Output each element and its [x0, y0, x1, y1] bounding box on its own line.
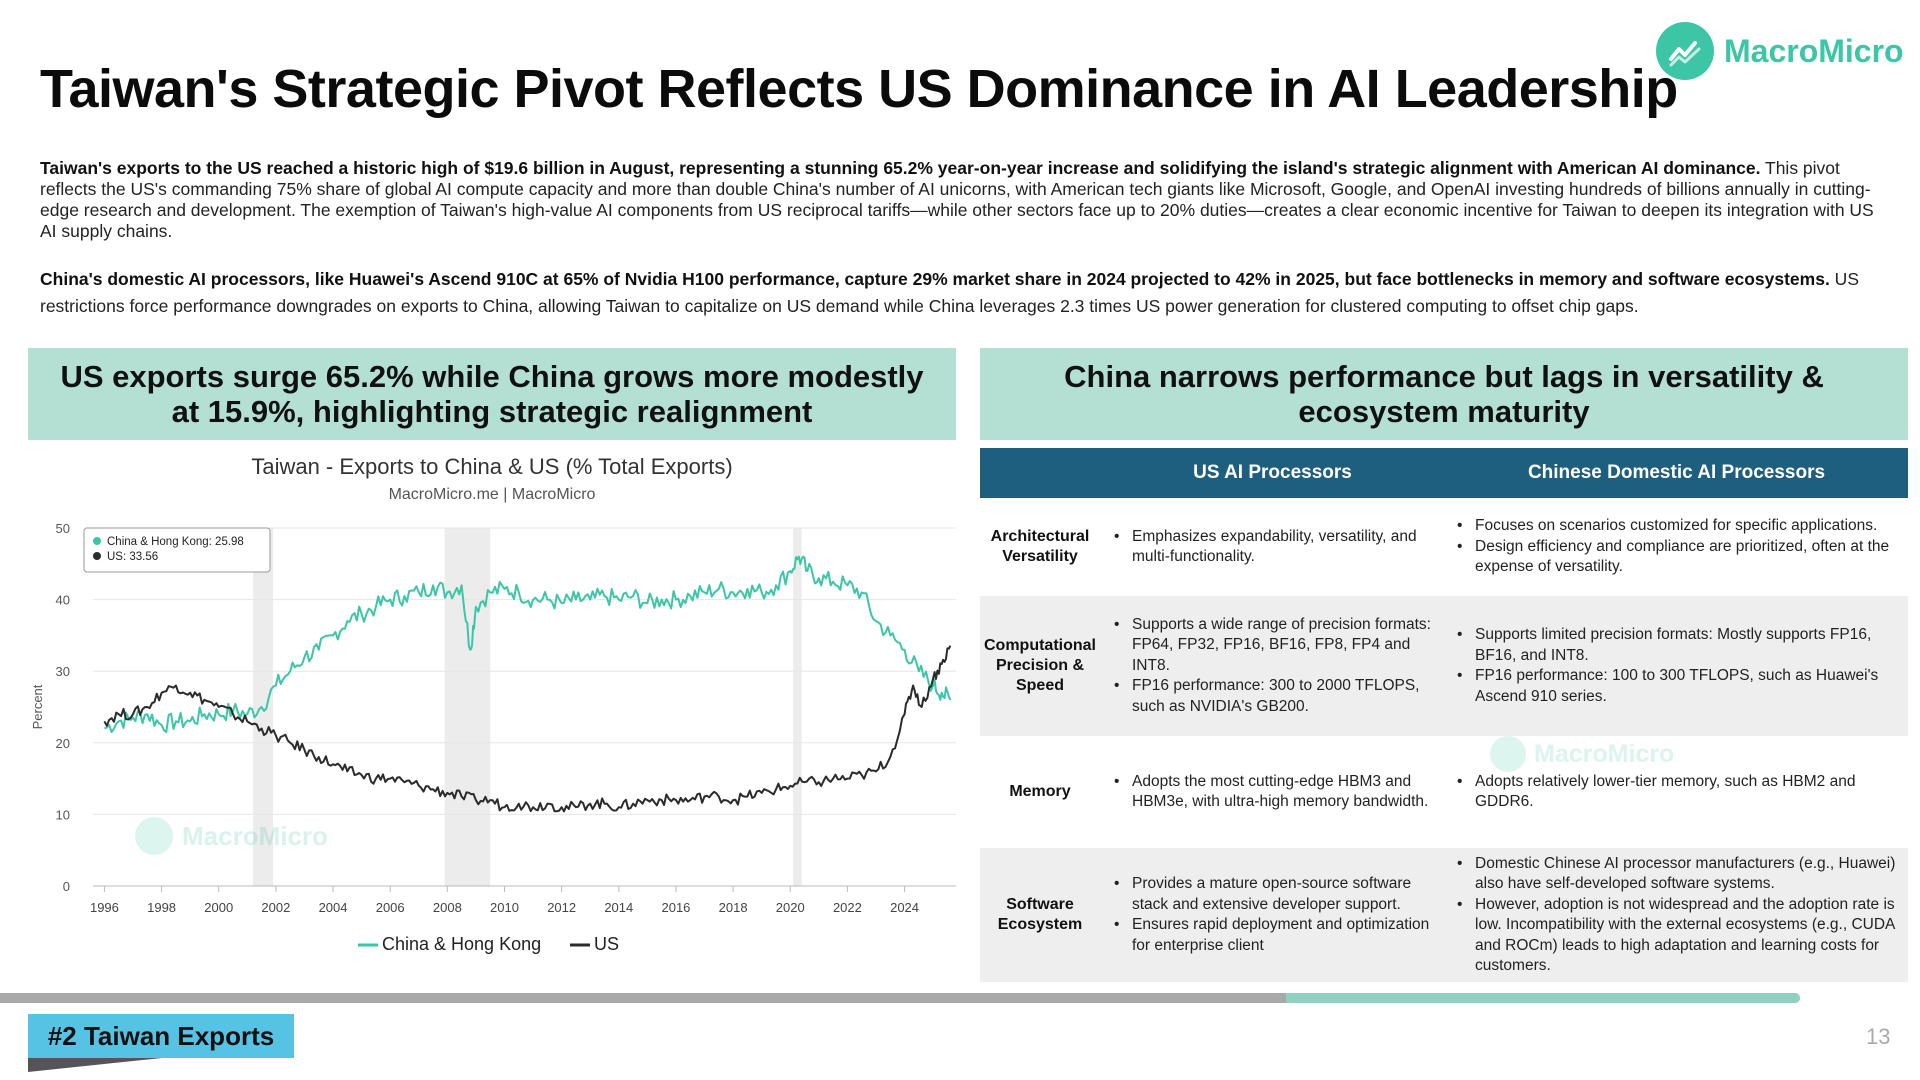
x-tick-label: 2012	[547, 900, 576, 915]
slide-progress-bar	[0, 993, 1800, 1003]
slide-progress-fill	[1286, 993, 1800, 1003]
chart-title: Taiwan - Exports to China & US (% Total …	[251, 454, 733, 479]
list-item: Provides a mature open-source software s…	[1110, 874, 1445, 915]
row-label: Computational Precision & Speed	[984, 637, 1096, 694]
intro-bold-text: Taiwan's exports to the US reached a his…	[40, 158, 1761, 178]
processor-comparison-table: US AI Processors Chinese Domestic AI Pro…	[980, 448, 1908, 982]
row-label: Architectural Versatility	[990, 528, 1090, 565]
tooltip-dot	[93, 537, 101, 545]
page-title: Taiwan's Strategic Pivot Reflects US Dom…	[40, 59, 1678, 119]
y-tick-label: 0	[63, 879, 70, 894]
list-item: Supports a wide range of precision forma…	[1110, 615, 1445, 677]
header-china: Chinese Domestic AI Processors	[1527, 462, 1826, 483]
chart-watermark: MacroMicro	[182, 821, 328, 851]
recession-band	[253, 528, 274, 886]
y-tick-label: 30	[56, 664, 70, 679]
chart-trend-icon	[1656, 22, 1714, 80]
tooltip-line: China & Hong Kong: 25.98	[107, 536, 244, 548]
legend-label: US	[594, 934, 619, 954]
series-line-china-hk	[104, 555, 952, 734]
recession-band	[444, 528, 491, 886]
row-label: Memory	[1009, 783, 1071, 800]
brand-name: MacroMicro	[1724, 32, 1904, 69]
chart-canvas: 0 10 20 30 40 50 1996 1998 2000 2002 2004 2006 2008 2…	[30, 521, 956, 954]
legend-label: China & Hong Kong	[382, 934, 541, 954]
left-banner: US exports surge 65.2% while China grows…	[28, 348, 956, 440]
table-header: US AI Processors Chinese Domestic AI Pro…	[980, 448, 1908, 498]
series-line-us	[103, 645, 952, 813]
table-watermark: MacroMicro	[1490, 736, 1674, 772]
tooltip-box	[83, 527, 271, 573]
exports-chart: Taiwan - Exports to China & US (% Total …	[28, 448, 956, 978]
x-tick-label: 2022	[833, 900, 862, 915]
china-paragraph: China's domestic AI processors, like Hua…	[40, 266, 1892, 320]
y-axis-label: Percent	[30, 684, 45, 729]
table-row: Memory Adopts the most cutting-edge HBM3…	[980, 742, 1908, 842]
china-bold-text: China's domestic AI processors, like Hua…	[40, 269, 1830, 289]
table-row: Architectural Versatility Emphasizes exp…	[980, 504, 1908, 590]
tooltip-line: US: 33.56	[107, 551, 158, 563]
list-item: Ensures rapid deployment and optimizatio…	[1110, 915, 1445, 956]
tag-shadow	[28, 1058, 162, 1072]
x-tick-label: 1998	[147, 900, 176, 915]
right-banner: China narrows performance but lags in ve…	[980, 348, 1908, 440]
x-tick-label: 2024	[890, 900, 919, 915]
x-tick-label: 2000	[204, 900, 233, 915]
x-tick-label: 2016	[661, 900, 690, 915]
list-item: Adopts the most cutting-edge HBM3 and HB…	[1110, 772, 1445, 813]
brand-logo: MacroMicro	[1656, 22, 1904, 80]
y-tick-label: 40	[56, 593, 70, 608]
list-item: However, adoption is not widespread and …	[1453, 895, 1908, 977]
x-tick-label: 2002	[261, 900, 290, 915]
section-tag: #2 Taiwan Exports	[28, 1014, 294, 1058]
x-tick-label: 2020	[776, 900, 805, 915]
x-tick-label: 2008	[433, 900, 462, 915]
table-row: Computational Precision & Speed Supports…	[980, 596, 1908, 736]
recession-band	[793, 528, 802, 886]
x-tick-label: 2004	[319, 900, 348, 915]
china-text: US restrictions force performance downgr…	[40, 269, 1859, 316]
x-tick-label: 2006	[376, 900, 405, 915]
x-tick-label: 2014	[604, 900, 633, 915]
tooltip-dot	[93, 552, 101, 560]
intro-text: This pivot reflects the US's commanding …	[40, 158, 1874, 241]
list-item: FP16 performance: 300 to 2000 TFLOPS, su…	[1110, 676, 1445, 717]
x-tick-label: 1996	[90, 900, 119, 915]
x-tick-label: 2010	[490, 900, 519, 915]
list-item: Emphasizes expandability, versatility, a…	[1110, 527, 1445, 568]
intro-paragraph: Taiwan's exports to the US reached a his…	[40, 158, 1892, 242]
chart-subtitle: MacroMicro.me | MacroMicro	[388, 486, 596, 503]
row-label: Software Ecosystem	[997, 896, 1083, 933]
watermark-icon	[135, 817, 173, 855]
x-tick-label: 2018	[719, 900, 748, 915]
y-tick-label: 50	[56, 521, 70, 536]
watermark-text: MacroMicro	[1534, 739, 1675, 768]
list-item: Supports limited precision formats: Most…	[1453, 625, 1908, 666]
list-item: Focuses on scenarios customized for spec…	[1453, 516, 1908, 537]
page-number: 13	[1866, 1024, 1891, 1049]
list-item: Domestic Chinese AI processor manufactur…	[1453, 854, 1908, 895]
table-row: Software Ecosystem Provides a mature ope…	[980, 848, 1908, 982]
y-tick-label: 20	[56, 736, 70, 751]
chart-trend-icon	[1490, 736, 1526, 772]
list-item: Adopts relatively lower-tier memory, suc…	[1453, 772, 1908, 813]
y-tick-label: 10	[56, 807, 70, 822]
list-item: FP16 performance: 100 to 300 TFLOPS, suc…	[1453, 666, 1908, 707]
header-us: US AI Processors	[1193, 462, 1352, 483]
list-item: Design efficiency and compliance are pri…	[1453, 537, 1908, 578]
